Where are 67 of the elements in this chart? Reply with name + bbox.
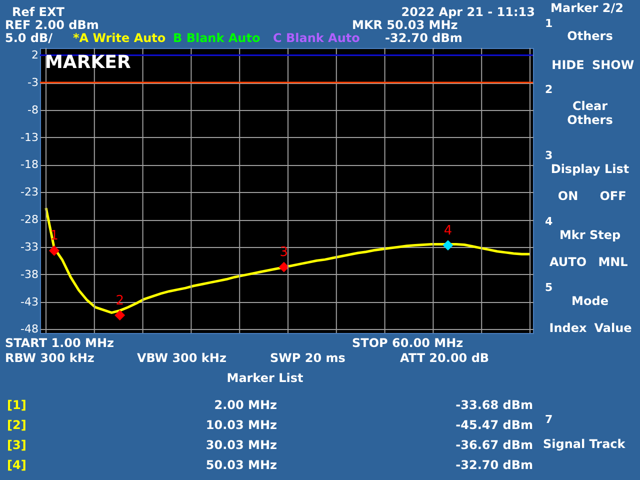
point: [278, 262, 290, 272]
text: [4]: [7, 458, 26, 472]
text: 50.03 MHz: [206, 458, 278, 472]
text: MKR 50.03 MHz: [352, 18, 458, 32]
text: ATT 20.00 dB: [400, 351, 490, 365]
text: STOP 60.00 MHz: [352, 336, 464, 350]
annotation: 4: [444, 223, 452, 238]
y-tick-label: -8: [28, 103, 38, 116]
text: AUTO: [549, 255, 587, 269]
text: Clear: [572, 99, 608, 113]
y-tick-label: -13: [20, 130, 38, 144]
text: Value: [594, 321, 632, 335]
text: Marker List: [226, 371, 304, 385]
text: -36.67 dBm: [456, 438, 533, 452]
y-tick-label: -33: [20, 240, 38, 254]
text: 2.00 MHz: [214, 398, 278, 412]
text: C Blank Auto: [273, 31, 360, 45]
text: VBW 300 kHz: [137, 351, 226, 365]
text: ON: [558, 189, 578, 203]
text: 7: [545, 413, 553, 426]
text: 5.0 dB/: [5, 31, 54, 45]
text: Signal Track: [543, 437, 626, 451]
text: -33.68 dBm: [456, 398, 533, 412]
text: -32.70 dBm: [385, 31, 462, 45]
text: Mkr Step: [559, 228, 621, 242]
text: Index: [549, 321, 587, 335]
point: [48, 245, 60, 256]
text: SHOW: [592, 58, 634, 72]
text: START 1.00 MHz: [5, 336, 114, 350]
text: REF 2.00 dBm: [5, 18, 99, 32]
text: -32.70 dBm: [456, 458, 533, 472]
y-tick-label: -38: [20, 268, 38, 281]
y-tick-label: -28: [20, 213, 38, 226]
text: HIDE: [552, 58, 584, 72]
text: Mode: [572, 294, 608, 308]
text: Others: [567, 113, 613, 127]
y-tick-label: -18: [20, 158, 38, 172]
y-tick-label: 2: [32, 48, 38, 62]
point: [114, 310, 126, 321]
text: Marker 2/2: [550, 1, 624, 15]
text: B Blank Auto: [173, 31, 260, 45]
text: 5: [545, 281, 553, 294]
text: 4: [545, 215, 553, 228]
text: 1: [545, 17, 553, 30]
text: 10.03 MHz: [206, 418, 278, 432]
y-tick-label: -43: [20, 295, 38, 308]
text: [1]: [7, 398, 26, 412]
text: -45.47 dBm: [456, 418, 533, 432]
text: 2: [545, 83, 553, 96]
text: Others: [567, 29, 613, 43]
y-tick-label: -48: [20, 322, 38, 336]
text: 3: [545, 149, 553, 162]
text: OFF: [600, 189, 626, 203]
point: [442, 240, 454, 251]
text: Ref EXT: [12, 5, 66, 19]
text: *A Write Auto: [73, 31, 166, 45]
text: MNL: [598, 255, 628, 269]
text: RBW 300 kHz: [5, 351, 94, 365]
text: [2]: [7, 418, 26, 432]
text: SWP 20 ms: [270, 351, 346, 365]
text: Display List: [550, 162, 630, 176]
y-tick-label: -3: [28, 76, 38, 90]
annotation: 3: [280, 245, 288, 260]
text: [3]: [7, 438, 26, 452]
y-tick-label: -23: [20, 186, 38, 199]
text: 30.03 MHz: [206, 438, 278, 452]
text: 2022 Apr 21 - 11:13: [401, 5, 535, 19]
